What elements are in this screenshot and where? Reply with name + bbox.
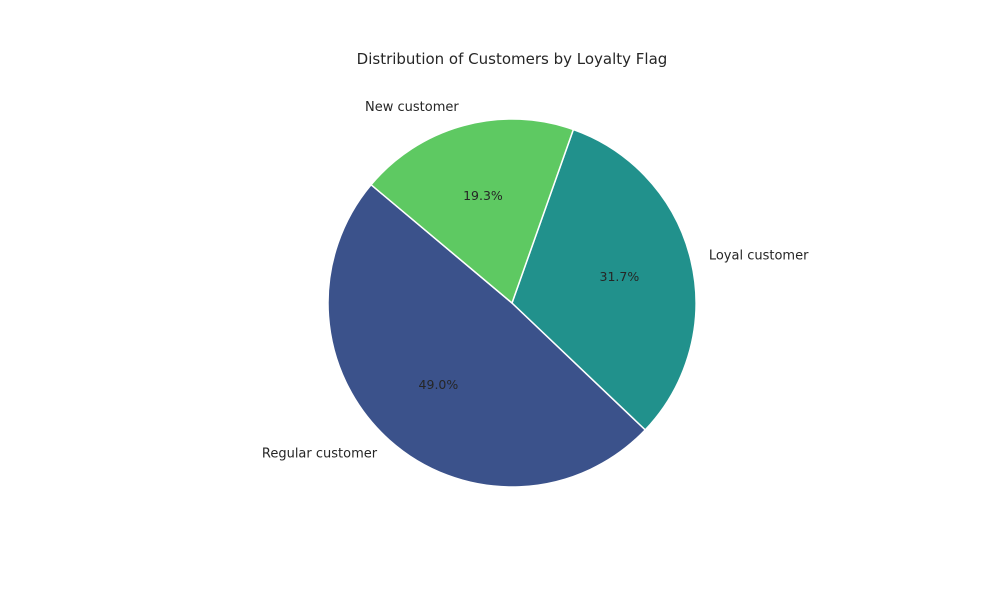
chart-title: Distribution of Customers by Loyalty Fla…: [357, 50, 668, 68]
slice-percent-regular-customer: 49.0%: [419, 377, 459, 392]
pie-labels: Regular customer 49.0% Loyal customer 31.7%…: [262, 100, 809, 461]
slice-percent-new-customer: 19.3%: [463, 188, 503, 203]
slice-percent-loyal-customer: 31.7%: [600, 269, 640, 284]
pie-slices: [327, 118, 697, 488]
pie-slice-new-customer: [370, 118, 575, 304]
slice-label-regular-customer: Regular customer: [262, 446, 378, 461]
pie-slice-regular-customer: [327, 183, 646, 488]
pie-slice-loyal-customer: [511, 128, 697, 431]
slice-label-new-customer: New customer: [365, 100, 459, 115]
slice-label-loyal-customer: Loyal customer: [709, 248, 809, 263]
